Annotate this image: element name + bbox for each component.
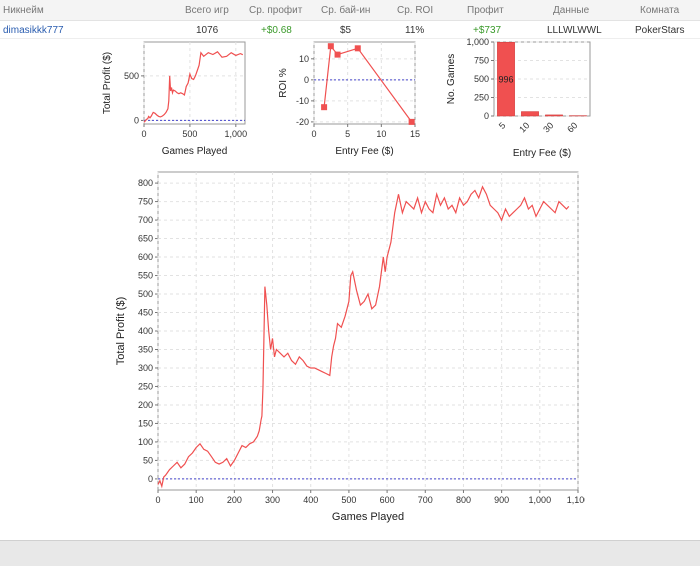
y-tick-label: 0	[134, 115, 139, 125]
bar-data-label: 996	[498, 75, 513, 85]
col-avg-profit-header[interactable]: Ср. профит	[249, 5, 302, 16]
y-tick-label: 250	[474, 93, 489, 103]
x-axis-label: Games Played	[162, 146, 228, 157]
x-tick-label: 5	[497, 120, 508, 131]
x-tick-label: 5	[345, 129, 350, 139]
avg-buyin-cell: $5	[340, 25, 351, 36]
y-tick-label: 250	[138, 381, 153, 391]
x-tick-label: 500	[182, 129, 197, 139]
plot-area	[314, 42, 415, 124]
x-tick-label: 0	[155, 495, 160, 505]
data-point	[328, 43, 334, 49]
col-data-header[interactable]: Данные	[553, 5, 589, 16]
y-tick-label: 750	[138, 197, 153, 207]
small-profit-chart: Games Played Total Profit ($) 0 500 0 500 1,00…	[100, 38, 250, 158]
y-tick-label: 750	[474, 56, 489, 66]
data-point	[409, 119, 415, 125]
y-tick-label: 200	[138, 400, 153, 410]
avg-profit-cell: +$0.68	[261, 25, 292, 36]
table-row[interactable]: dimasikkk777 1076 +$0.68 $5 11% +$737 LL…	[0, 20, 700, 38]
col-total-games-header[interactable]: Всего игр	[185, 5, 229, 16]
x-tick-label: 600	[380, 495, 395, 505]
y-tick-label: 50	[143, 455, 153, 465]
y-axis-label: Total Profit ($)	[102, 52, 113, 114]
y-tick-label: 600	[138, 252, 153, 262]
room-cell: PokerStars	[635, 25, 684, 36]
y-tick-label: 500	[138, 289, 153, 299]
x-tick-label: 60	[565, 120, 579, 134]
x-axis-label: Entry Fee ($)	[335, 146, 393, 157]
y-tick-label: 0	[148, 474, 153, 484]
y-tick-label: 550	[138, 271, 153, 281]
main-profit-chart: Games Played Total Profit ($) 0 50 100 150 200…	[110, 168, 585, 528]
y-tick-label: -20	[296, 117, 309, 127]
x-tick-label: 500	[341, 495, 356, 505]
y-tick-label: 1,000	[466, 38, 489, 47]
bottom-bar	[0, 540, 700, 566]
data-point	[355, 45, 361, 51]
x-tick-label: 200	[227, 495, 242, 505]
recent-results-cell: LLLWLWWL	[547, 25, 602, 36]
y-axis-label: Total Profit ($)	[115, 297, 127, 365]
x-tick-label: 300	[265, 495, 280, 505]
y-tick-label: 10	[299, 54, 309, 64]
y-tick-label: 400	[138, 326, 153, 336]
x-tick-label: 0	[141, 129, 146, 139]
x-tick-label: 0	[311, 129, 316, 139]
x-axis-label: Entry Fee ($)	[513, 148, 571, 158]
total-games-cell: 1076	[196, 25, 218, 36]
bar-30	[545, 115, 562, 116]
x-tick-label: 800	[456, 495, 471, 505]
y-tick-label: 300	[138, 363, 153, 373]
player-nickname-link[interactable]: dimasikkk777	[3, 25, 64, 36]
x-tick-label: 400	[303, 495, 318, 505]
x-tick-label: 10	[517, 120, 531, 134]
x-tick-label: 1,000	[529, 495, 552, 505]
col-avg-buyin-header[interactable]: Ср. бай-ин	[321, 5, 370, 16]
y-axis-label: No. Games	[446, 54, 457, 105]
x-tick-label: 15	[410, 129, 420, 139]
bar-10	[521, 112, 538, 116]
y-tick-label: 100	[138, 437, 153, 447]
x-tick-label: 30	[541, 120, 555, 134]
x-tick-label: 700	[418, 495, 433, 505]
x-axis-label: Games Played	[332, 511, 404, 523]
y-tick-label: 800	[138, 178, 153, 188]
y-axis-label: ROI %	[278, 68, 289, 98]
y-tick-label: 350	[138, 344, 153, 354]
table-header: Никнейм Всего игр Ср. профит Ср. бай-ин …	[0, 0, 700, 21]
col-room-header[interactable]: Комната	[640, 5, 679, 16]
x-tick-label: 1,100	[567, 495, 585, 505]
y-tick-label: -10	[296, 96, 309, 106]
y-tick-label: 0	[484, 111, 489, 121]
col-nickname-header[interactable]: Никнейм	[3, 5, 44, 16]
x-tick-label: 1,000	[225, 129, 248, 139]
y-tick-label: 450	[138, 308, 153, 318]
col-profit-header[interactable]: Профит	[467, 5, 504, 16]
x-tick-label: 900	[494, 495, 509, 505]
y-tick-label: 150	[138, 418, 153, 428]
profit-cell: +$737	[473, 25, 501, 36]
y-tick-label: 700	[138, 215, 153, 225]
y-tick-label: 500	[474, 74, 489, 84]
avg-roi-cell: 11%	[405, 25, 424, 36]
data-point	[335, 52, 341, 58]
x-tick-label: 10	[376, 129, 386, 139]
y-tick-label: 0	[304, 75, 309, 85]
data-point	[321, 104, 327, 110]
y-tick-label: 500	[124, 71, 139, 81]
games-count-chart: Entry Fee ($) No. Games 0 250 500 750 1,000 5 99…	[442, 38, 592, 158]
roi-chart: Entry Fee ($) ROI % -20 -10 0 10 0 5 10 15	[272, 38, 424, 158]
y-tick-label: 650	[138, 234, 153, 244]
col-avg-roi-header[interactable]: Ср. ROI	[397, 5, 433, 16]
x-tick-label: 100	[189, 495, 204, 505]
